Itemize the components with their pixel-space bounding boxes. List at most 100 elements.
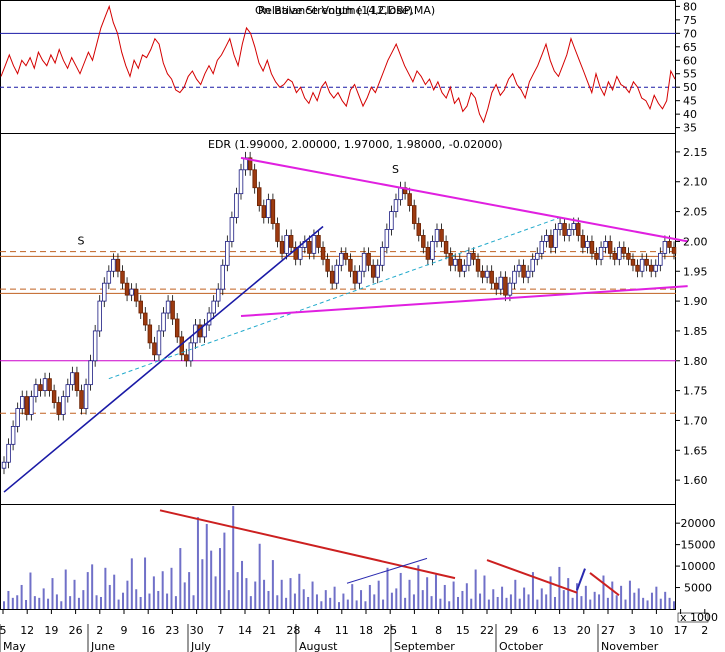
candle [457, 258, 463, 272]
x-tick-label: 7 [217, 624, 224, 637]
volume-y-tick-label: 5000 [684, 582, 712, 595]
volume-bar [135, 589, 138, 609]
volume-bar [496, 596, 499, 609]
volume-bar [373, 594, 376, 609]
candle [266, 199, 271, 218]
candle [475, 258, 481, 272]
candle [124, 282, 130, 296]
volume-bar [196, 517, 199, 609]
volume-bar [210, 550, 213, 609]
volume-bar [382, 599, 385, 609]
candle [47, 378, 52, 392]
volume-bar [293, 593, 296, 609]
candle [129, 288, 134, 296]
month-label: June [90, 640, 115, 652]
volume-bar [99, 596, 102, 609]
candle [407, 193, 412, 207]
volume-bar [399, 572, 402, 609]
candle [257, 187, 262, 207]
volume-unit-label: x 1000 [680, 611, 718, 624]
candle [65, 384, 71, 397]
volume-bar [664, 591, 667, 609]
candle [174, 318, 180, 338]
candle [653, 264, 658, 272]
volume-trend-line-0 [159, 509, 456, 580]
volume-bar [620, 585, 623, 609]
x-tick-label: 4 [314, 624, 321, 637]
x-tick-label: 25 [383, 624, 397, 637]
candle [425, 246, 431, 260]
candle [439, 229, 444, 242]
candle [617, 246, 622, 260]
volume-bar [434, 574, 437, 609]
candle [466, 252, 472, 266]
rsi-y-tick-label: 65 [683, 41, 697, 54]
candle [498, 276, 504, 290]
volume-bar [346, 599, 349, 609]
volume-bar [11, 597, 14, 609]
volume-bar [148, 593, 151, 609]
candle [70, 372, 75, 386]
volume-bar [646, 600, 649, 609]
candle [298, 246, 303, 260]
volume-bar [527, 594, 530, 609]
volume-trend-line-1 [346, 557, 428, 584]
volume-bar [659, 598, 662, 609]
volume-y-tick-label: 20000 [681, 517, 716, 530]
candle [92, 330, 98, 362]
candle [234, 193, 239, 218]
candle [562, 223, 567, 236]
volume-bar [144, 557, 147, 609]
volume-bar [108, 584, 111, 609]
pattern-annotation: S [392, 163, 399, 176]
candle [261, 205, 267, 218]
candle [120, 270, 125, 284]
candle [580, 235, 586, 248]
x-tick-label: 16 [141, 624, 155, 637]
candle [184, 354, 189, 362]
candle [348, 258, 353, 272]
volume-bar [285, 597, 288, 609]
volume-bar [421, 590, 424, 609]
volume-bar [51, 578, 54, 609]
volume-bar [122, 592, 125, 609]
volume-bar [157, 590, 160, 609]
volume-bar [655, 586, 658, 609]
volume-bar [518, 598, 521, 609]
candle [512, 270, 517, 284]
x-tick-label: 10 [649, 624, 663, 637]
candle [229, 217, 235, 242]
candle [33, 384, 39, 397]
volume-trend-line-3 [576, 568, 586, 591]
price-y-tick-label: 1.70 [683, 414, 708, 427]
candle [544, 235, 549, 242]
volume-bar [245, 578, 248, 609]
candle [576, 223, 581, 236]
candle [462, 264, 467, 272]
month-label: October [499, 640, 543, 652]
volume-bar [20, 584, 23, 609]
candle [275, 223, 280, 242]
volume-bar [161, 571, 164, 609]
volume-bar [443, 584, 446, 609]
candle [448, 252, 453, 266]
x-tick-label: 6 [532, 624, 539, 637]
volume-bar [448, 601, 451, 609]
candle [316, 235, 321, 248]
candle [366, 252, 371, 266]
volume-bar [271, 560, 274, 609]
candle [626, 252, 631, 260]
volume-bar [412, 594, 415, 609]
x-tick-label: 30 [190, 624, 204, 637]
volume-bar [329, 597, 332, 609]
volume-bar [236, 572, 239, 609]
candle [165, 300, 171, 314]
candle [188, 342, 194, 362]
volume-bar [531, 572, 534, 609]
volume-bar [232, 506, 235, 609]
volume-bar [390, 592, 393, 609]
candle [170, 300, 175, 320]
volume-bar [192, 595, 195, 609]
volume-bar [558, 566, 561, 609]
volume-bar [60, 601, 63, 609]
